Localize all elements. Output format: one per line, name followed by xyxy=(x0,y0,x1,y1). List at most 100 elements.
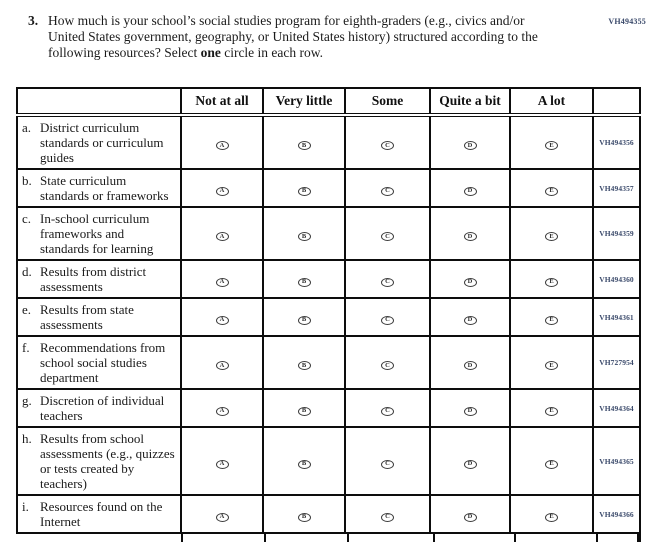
answer-bubble-d[interactable]: D xyxy=(463,512,477,522)
answer-bubble-e[interactable]: E xyxy=(545,141,558,151)
answer-bubble-a[interactable]: A xyxy=(215,361,229,371)
answer-bubble-d[interactable]: D xyxy=(463,141,477,151)
table-row: f. Recommendations from school social stu… xyxy=(16,335,641,390)
option-cell: C xyxy=(344,426,431,496)
answer-bubble-c[interactable]: C xyxy=(381,186,394,196)
answer-bubble-c[interactable]: C xyxy=(381,512,394,522)
answer-bubble-e[interactable]: E xyxy=(545,186,558,196)
answer-bubble-a[interactable]: A xyxy=(215,232,229,242)
option-cell: D xyxy=(429,388,511,428)
answer-bubble-c[interactable]: C xyxy=(381,315,394,325)
row-letter: g. xyxy=(22,393,32,408)
question-code: VH494355 xyxy=(608,17,646,26)
table-row: e. Results from state assessments A B C D E VH4… xyxy=(16,297,641,337)
option-cell: D xyxy=(429,494,511,534)
option-cell: B xyxy=(262,206,346,261)
table-row: g. Discretion of individual teachers A B C D E… xyxy=(16,388,641,428)
answer-bubble-c[interactable]: C xyxy=(381,232,394,242)
answer-bubble-e[interactable]: E xyxy=(545,315,558,325)
option-cell: E xyxy=(509,206,594,261)
row-label-cell: a. District curriculum standards or curri… xyxy=(16,114,182,170)
answer-bubble-b[interactable]: B xyxy=(297,141,311,151)
row-label: State curriculum standards or frameworks xyxy=(40,173,169,203)
header-a-lot: A lot xyxy=(509,87,594,117)
table-row: i. Resources found on the Internet A B C D E VH… xyxy=(16,494,641,534)
answer-bubble-b[interactable]: B xyxy=(297,361,311,371)
row-label-inner: d. Results from district assessments xyxy=(22,264,178,294)
answer-bubble-c[interactable]: C xyxy=(381,361,394,371)
row-label-cell: g. Discretion of individual teachers xyxy=(16,388,182,428)
header-blank-cell xyxy=(16,87,182,117)
question: 3. How much is your school’s social stud… xyxy=(28,13,568,61)
answer-bubble-c[interactable]: C xyxy=(381,277,394,287)
header-very-little: Very little xyxy=(262,87,346,117)
row-label-cell: c. In-school curriculum frameworks and st… xyxy=(16,206,182,261)
option-cell: E xyxy=(509,494,594,534)
answer-bubble-e[interactable]: E xyxy=(545,232,558,242)
answer-bubble-a[interactable]: A xyxy=(215,186,229,196)
answer-bubble-e[interactable]: E xyxy=(545,361,558,371)
answer-bubble-e[interactable]: E xyxy=(545,512,558,522)
answer-bubble-d[interactable]: D xyxy=(463,315,477,325)
answer-bubble-d[interactable]: D xyxy=(463,232,477,242)
table-row: a. District curriculum standards or curri… xyxy=(16,114,641,170)
answer-bubble-b[interactable]: B xyxy=(297,277,311,287)
row-code: VH494356 xyxy=(592,114,641,170)
row-letter: i. xyxy=(22,499,29,514)
answer-bubble-e[interactable]: E xyxy=(545,459,558,469)
header-not-at-all: Not at all xyxy=(180,87,264,117)
option-cell: C xyxy=(344,335,431,390)
table-header-row: Not at all Very little Some Quite a bit … xyxy=(16,87,641,117)
answer-bubble-b[interactable]: B xyxy=(297,459,311,469)
question-text-start: How much is your school’s social studies… xyxy=(48,13,538,60)
header-quite-a-bit: Quite a bit xyxy=(429,87,511,117)
answer-bubble-c[interactable]: C xyxy=(381,459,394,469)
resource-table-body: a. District curriculum standards or curri… xyxy=(16,114,641,534)
answer-bubble-a[interactable]: A xyxy=(215,512,229,522)
option-cell: C xyxy=(344,259,431,299)
option-cell: A xyxy=(180,114,264,170)
option-cell: A xyxy=(180,426,264,496)
answer-bubble-a[interactable]: A xyxy=(215,277,229,287)
answer-bubble-d[interactable]: D xyxy=(463,459,477,469)
row-code: VH494364 xyxy=(592,388,641,428)
answer-bubble-a[interactable]: A xyxy=(215,406,229,416)
answer-bubble-d[interactable]: D xyxy=(463,186,477,196)
option-cell: A xyxy=(180,259,264,299)
option-cell: B xyxy=(262,297,346,337)
row-letter: e. xyxy=(22,302,32,317)
option-cell: B xyxy=(262,388,346,428)
column-line-stub xyxy=(433,534,435,542)
table-row: b. State curriculum standards or framewor… xyxy=(16,168,641,208)
answer-bubble-b[interactable]: B xyxy=(297,512,311,522)
option-cell: D xyxy=(429,206,511,261)
answer-bubble-d[interactable]: D xyxy=(463,361,477,371)
answer-bubble-b[interactable]: B xyxy=(297,232,311,242)
row-label-inner: h. Results from school assessments (e.g.,… xyxy=(22,431,178,491)
answer-bubble-e[interactable]: E xyxy=(545,406,558,416)
option-cell: D xyxy=(429,335,511,390)
answer-bubble-c[interactable]: C xyxy=(381,406,394,416)
answer-bubble-d[interactable]: D xyxy=(463,277,477,287)
answer-bubble-a[interactable]: A xyxy=(215,141,229,151)
option-cell: A xyxy=(180,335,264,390)
answer-bubble-e[interactable]: E xyxy=(545,277,558,287)
answer-bubble-a[interactable]: A xyxy=(215,315,229,325)
row-label-cell: e. Results from state assessments xyxy=(16,297,182,337)
column-line-stub xyxy=(264,534,266,542)
answer-bubble-a[interactable]: A xyxy=(215,459,229,469)
answer-bubble-b[interactable]: B xyxy=(297,315,311,325)
row-letter: b. xyxy=(22,173,32,188)
answer-bubble-b[interactable]: B xyxy=(297,186,311,196)
row-label-inner: i. Resources found on the Internet xyxy=(22,499,178,529)
answer-bubble-c[interactable]: C xyxy=(381,141,394,151)
answer-bubble-d[interactable]: D xyxy=(463,406,477,416)
row-label: Discretion of individual teachers xyxy=(40,393,165,423)
option-cell: A xyxy=(180,494,264,534)
row-label-cell: i. Resources found on the Internet xyxy=(16,494,182,534)
option-cell: B xyxy=(262,168,346,208)
row-label-cell: f. Recommendations from school social stu… xyxy=(16,335,182,390)
column-line-stub xyxy=(514,534,516,542)
answer-bubble-b[interactable]: B xyxy=(297,406,311,416)
option-cell: A xyxy=(180,388,264,428)
